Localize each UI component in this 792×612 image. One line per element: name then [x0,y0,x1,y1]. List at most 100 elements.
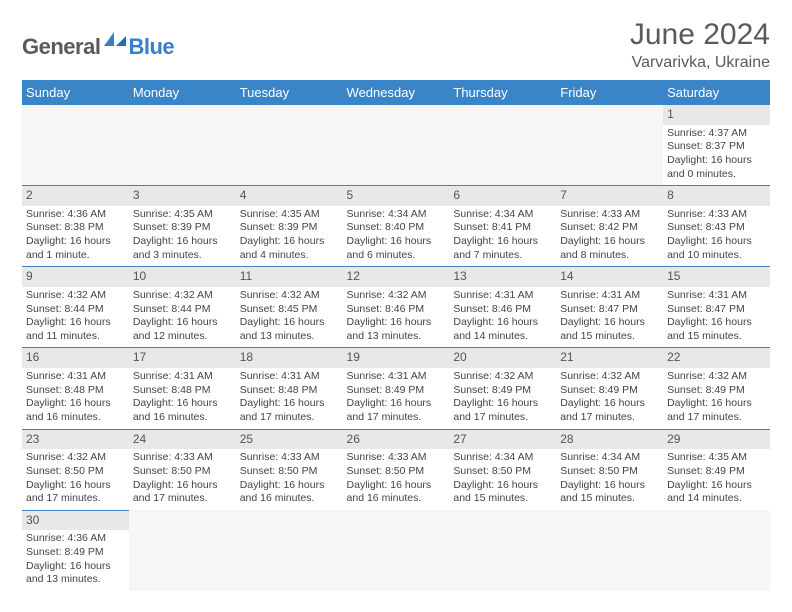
day-sunset: Sunset: 8:49 PM [347,384,446,398]
day-number: 11 [240,269,339,286]
day-number: 4 [240,188,339,205]
day-number: 12 [347,269,446,286]
day-sunset: Sunset: 8:49 PM [667,465,766,479]
day-number: 14 [560,269,659,286]
day-cell: 8 Sunrise: 4:33 AMSunset: 8:43 PMDaylight… [663,186,770,267]
day-cell: 17Sunrise: 4:31 AMSunset: 8:48 PMDayligh… [129,348,236,429]
day-number: 24 [133,432,232,449]
day-cell: 13Sunrise: 4:31 AMSunset: 8:46 PMDayligh… [449,267,556,348]
day-daylight: Daylight: 16 hours and 17 minutes. [347,397,446,424]
day-cell: 20Sunrise: 4:32 AMSunset: 8:49 PMDayligh… [449,348,556,429]
day-sunrise: Sunrise: 4:32 AM [26,289,125,303]
day-sunset: Sunset: 8:50 PM [453,465,552,479]
day-daylight: Daylight: 16 hours and 13 minutes. [347,316,446,343]
day-number: 13 [453,269,552,286]
day-cell: 5Sunrise: 4:34 AMSunset: 8:40 PMDaylight… [343,186,450,267]
day-sunrise: Sunrise: 4:33 AM [347,451,446,465]
day-sunset: Sunset: 8:41 PM [453,221,552,235]
day-cell: 22Sunrise: 4:32 AMSunset: 8:49 PMDayligh… [663,348,770,429]
day-cell: 29Sunrise: 4:35 AMSunset: 8:49 PMDayligh… [663,429,770,510]
day-cell: 12Sunrise: 4:32 AMSunset: 8:46 PMDayligh… [343,267,450,348]
day-cell: 15Sunrise: 4:31 AMSunset: 8:47 PMDayligh… [663,267,770,348]
day-sunrise: Sunrise: 4:32 AM [453,370,552,384]
day-cell: 19Sunrise: 4:31 AMSunset: 8:49 PMDayligh… [343,348,450,429]
day-sunset: Sunset: 8:39 PM [133,221,232,235]
day-sunrise: Sunrise: 4:32 AM [560,370,659,384]
day-number: 2 [26,188,125,205]
title-block: June 2024 Varvarivka, Ukraine [630,18,770,72]
day-cell: 11Sunrise: 4:32 AMSunset: 8:45 PMDayligh… [236,267,343,348]
day-number: 6 [453,188,552,205]
day-daylight: Daylight: 16 hours and 14 minutes. [667,479,766,506]
day-sunrise: Sunrise: 4:32 AM [347,289,446,303]
day-number: 28 [560,432,659,449]
empty-cell [343,105,450,186]
day-daylight: Daylight: 16 hours and 10 minutes. [667,235,766,262]
day-cell: 2Sunrise: 4:36 AMSunset: 8:38 PMDaylight… [22,186,129,267]
day-sunrise: Sunrise: 4:35 AM [667,451,766,465]
day-sunset: Sunset: 8:48 PM [240,384,339,398]
empty-cell [236,510,343,591]
day-sunrise: Sunrise: 4:32 AM [133,289,232,303]
day-cell: 26Sunrise: 4:33 AMSunset: 8:50 PMDayligh… [343,429,450,510]
weekday-header: Sunday [22,80,129,105]
header: General Blue June 2024 Varvarivka, Ukrai… [22,18,770,72]
day-sunset: Sunset: 8:43 PM [667,221,766,235]
day-sunset: Sunset: 8:38 PM [26,221,125,235]
day-sunset: Sunset: 8:47 PM [560,303,659,317]
calendar-table: SundayMondayTuesdayWednesdayThursdayFrid… [22,80,770,591]
day-cell: 25Sunrise: 4:33 AMSunset: 8:50 PMDayligh… [236,429,343,510]
day-sunrise: Sunrise: 4:34 AM [453,208,552,222]
calendar-head: SundayMondayTuesdayWednesdayThursdayFrid… [22,80,770,105]
day-number: 17 [133,350,232,367]
day-cell: 28Sunrise: 4:34 AMSunset: 8:50 PMDayligh… [556,429,663,510]
day-cell: 7Sunrise: 4:33 AMSunset: 8:42 PMDaylight… [556,186,663,267]
day-daylight: Daylight: 16 hours and 15 minutes. [560,479,659,506]
day-sunset: Sunset: 8:46 PM [453,303,552,317]
day-number: 15 [667,269,766,286]
day-daylight: Daylight: 16 hours and 8 minutes. [560,235,659,262]
day-number: 21 [560,350,659,367]
day-sunrise: Sunrise: 4:33 AM [240,451,339,465]
day-sunset: Sunset: 8:37 PM [667,140,766,154]
weekday-header: Saturday [663,80,770,105]
day-daylight: Daylight: 16 hours and 13 minutes. [26,560,125,587]
day-sunset: Sunset: 8:50 PM [240,465,339,479]
day-number: 25 [240,432,339,449]
calendar-body: 1Sunrise: 4:37 AMSunset: 8:37 PMDaylight… [22,105,770,591]
day-cell: 10Sunrise: 4:32 AMSunset: 8:44 PMDayligh… [129,267,236,348]
weekday-header: Wednesday [343,80,450,105]
day-cell: 14Sunrise: 4:31 AMSunset: 8:47 PMDayligh… [556,267,663,348]
day-sunrise: Sunrise: 4:33 AM [667,208,766,222]
logo-text-blue: Blue [128,34,174,60]
day-sunset: Sunset: 8:40 PM [347,221,446,235]
day-sunset: Sunset: 8:50 PM [560,465,659,479]
day-number: 1 [667,107,766,124]
day-cell: 24Sunrise: 4:33 AMSunset: 8:50 PMDayligh… [129,429,236,510]
logo-text-general: General [22,34,100,60]
day-daylight: Daylight: 16 hours and 17 minutes. [667,397,766,424]
day-sunset: Sunset: 8:48 PM [26,384,125,398]
day-sunrise: Sunrise: 4:36 AM [26,208,125,222]
weekday-header: Friday [556,80,663,105]
day-cell: 3Sunrise: 4:35 AMSunset: 8:39 PMDaylight… [129,186,236,267]
day-daylight: Daylight: 16 hours and 14 minutes. [453,316,552,343]
day-sunrise: Sunrise: 4:31 AM [26,370,125,384]
day-number: 18 [240,350,339,367]
empty-cell [556,105,663,186]
day-number: 9 [26,269,125,286]
weekday-header: Monday [129,80,236,105]
day-number: 26 [347,432,446,449]
day-daylight: Daylight: 16 hours and 15 minutes. [560,316,659,343]
day-number: 7 [560,188,659,205]
day-sunset: Sunset: 8:44 PM [133,303,232,317]
empty-cell [343,510,450,591]
day-number: 5 [347,188,446,205]
day-sunrise: Sunrise: 4:31 AM [347,370,446,384]
day-number: 8 [667,188,766,205]
empty-cell [22,105,129,186]
day-daylight: Daylight: 16 hours and 15 minutes. [667,316,766,343]
day-daylight: Daylight: 16 hours and 13 minutes. [240,316,339,343]
day-daylight: Daylight: 16 hours and 17 minutes. [26,479,125,506]
day-cell: 27Sunrise: 4:34 AMSunset: 8:50 PMDayligh… [449,429,556,510]
